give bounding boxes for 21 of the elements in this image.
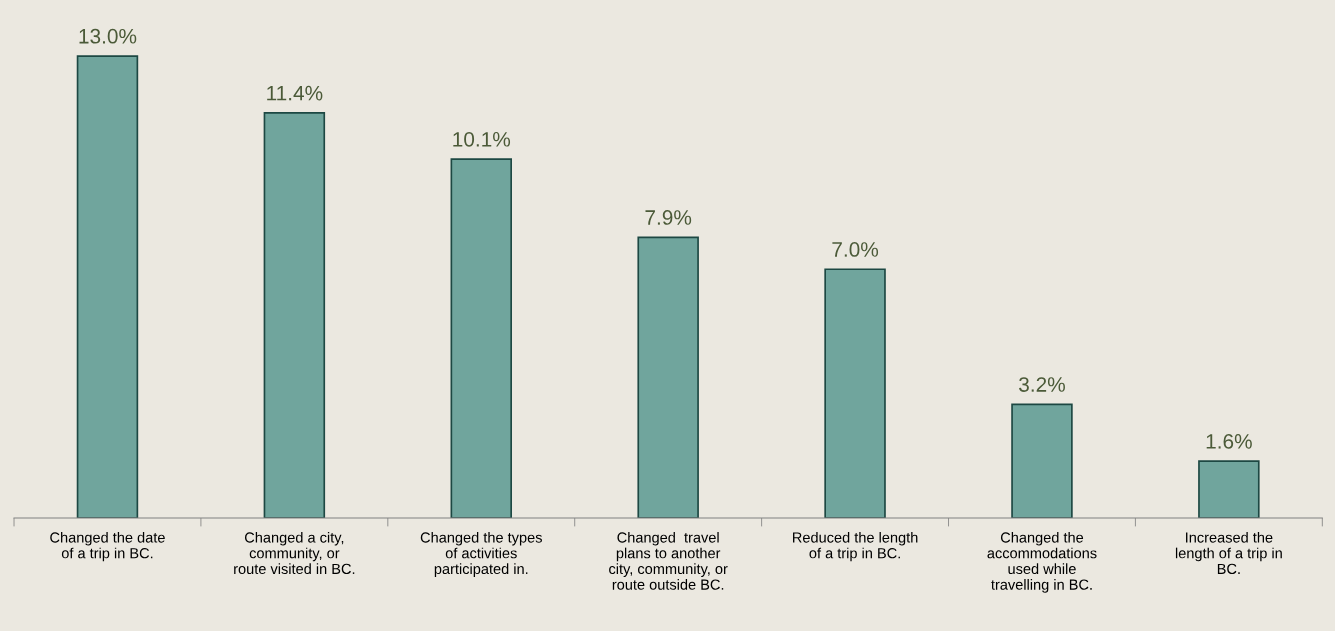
x-tick-label: Changed the date of a trip in BC. [50,531,165,562]
bar [637,236,699,519]
data-label: 3.2% [1019,377,1065,392]
bar [1198,460,1260,519]
data-label: 10.1% [453,131,511,147]
x-tick-label: Changed the accommodations used while travelling in BC. [987,531,1097,593]
x-tick-label: Increased the length of a trip in BC. [1175,531,1282,575]
x-tick-label: Reduced the length of a trip in BC. [793,531,918,562]
x-tick-label: Changed the types of activities participated in. [420,531,542,577]
bar [450,158,513,519]
bar [824,268,886,519]
data-label: 11.4% [267,85,323,101]
bar [1011,403,1073,519]
data-label: 1.6% [1206,433,1252,449]
bar [263,112,326,519]
data-label: 13.0% [79,28,137,44]
x-tick-label: Changed travel plans to another city, community, or route outside BC. [609,531,728,590]
data-label: 7.0% [832,242,879,257]
bar [76,55,139,519]
data-label: 7.9% [645,210,692,225]
x-tick-label: Changed a city, community, or route visited in BC. [234,531,355,575]
